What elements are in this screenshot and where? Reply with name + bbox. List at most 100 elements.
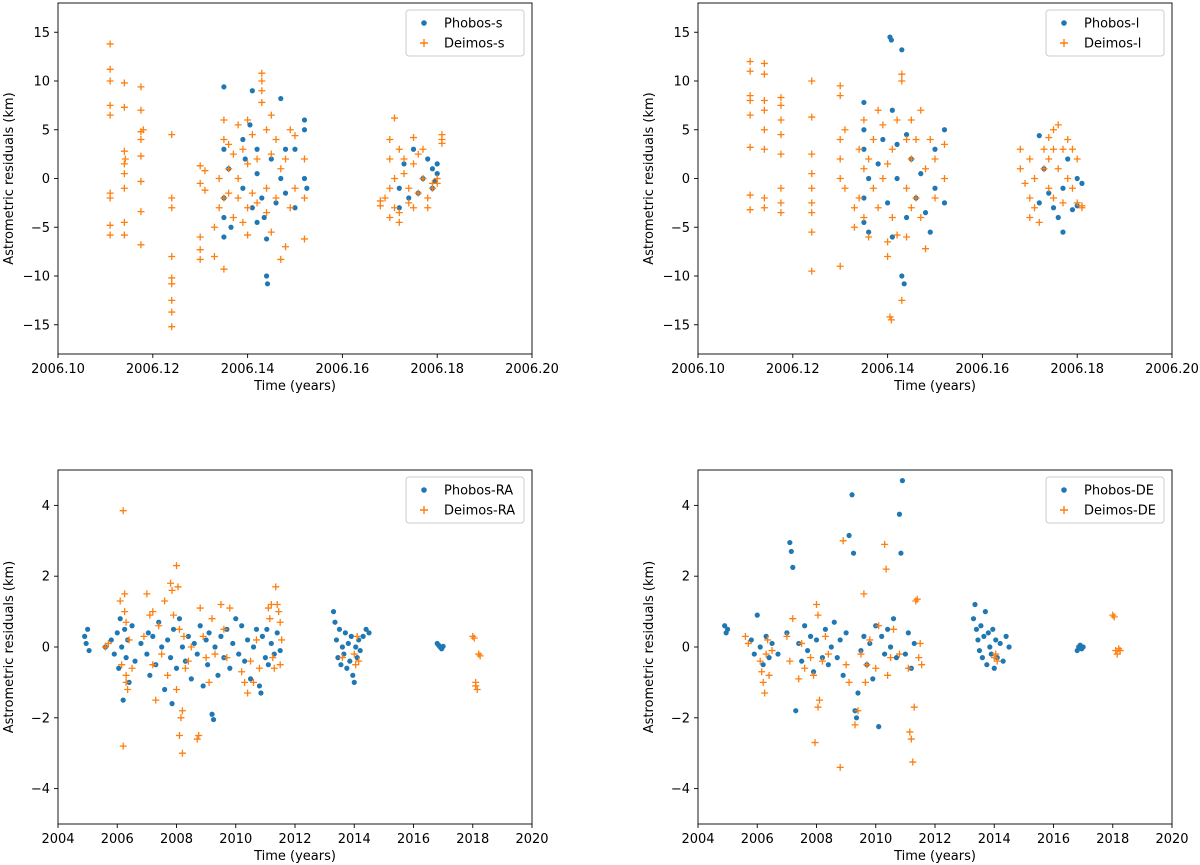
data-point <box>348 633 354 639</box>
data-point <box>196 233 204 241</box>
data-point <box>990 654 998 662</box>
data-point <box>807 654 815 662</box>
data-point <box>386 155 394 163</box>
data-point <box>410 134 417 142</box>
data-point <box>777 209 785 217</box>
legend-marker-plus <box>420 39 428 47</box>
data-point <box>810 669 817 675</box>
data-point <box>276 661 284 669</box>
data-point <box>805 647 811 654</box>
data-point <box>168 323 176 331</box>
data-point <box>1026 194 1034 202</box>
data-point <box>469 632 477 640</box>
data-point <box>1109 611 1117 619</box>
data-point <box>220 625 228 633</box>
data-point <box>187 643 195 651</box>
data-point <box>234 194 242 202</box>
data-point <box>414 189 422 197</box>
data-point <box>253 199 261 207</box>
x-tick-label: 2010 <box>219 832 252 847</box>
data-point <box>196 604 204 612</box>
data-point <box>808 77 816 85</box>
data-point <box>1059 145 1067 153</box>
series-phobos-s <box>221 84 440 287</box>
data-point <box>1006 644 1012 650</box>
data-point <box>744 639 752 647</box>
data-point <box>898 77 906 85</box>
data-point <box>220 136 228 143</box>
data-point <box>167 579 175 587</box>
data-point <box>282 146 289 152</box>
chart-panel-1: 2006.10 2006.12 2006.14 2006.16 2006.18 2006.… <box>2 2 559 394</box>
data-point <box>789 615 797 623</box>
data-point <box>853 715 860 721</box>
data-point <box>775 651 781 657</box>
data-point <box>808 209 816 217</box>
y-tick-label: −5 <box>671 221 690 236</box>
data-point <box>301 175 308 182</box>
data-point <box>239 623 245 629</box>
data-point <box>725 626 731 632</box>
data-point <box>201 167 209 175</box>
data-point <box>808 150 816 158</box>
data-point <box>121 155 129 163</box>
data-point <box>760 126 768 134</box>
data-point <box>882 651 888 657</box>
data-point <box>1116 647 1124 655</box>
data-point <box>932 146 938 152</box>
data-point <box>259 633 266 639</box>
data-point <box>845 678 853 686</box>
data-point <box>125 636 133 644</box>
data-point <box>1031 175 1039 182</box>
data-point <box>244 160 252 168</box>
data-point <box>128 664 136 672</box>
chart-panel-3: 2004 2006 2008 2010 2012 2014 2016 2018 2020 −4 −2… <box>2 469 549 864</box>
data-point <box>932 185 938 191</box>
data-point <box>754 612 760 618</box>
data-point <box>276 618 284 626</box>
data-point <box>366 630 372 636</box>
data-point <box>1026 214 1034 221</box>
data-point <box>472 682 480 690</box>
data-point <box>263 126 271 134</box>
x-tick-label: 2006.20 <box>505 362 559 377</box>
data-point <box>432 178 438 185</box>
data-point <box>159 644 165 650</box>
data-point <box>175 625 183 633</box>
data-point <box>137 152 145 160</box>
data-point <box>987 644 993 650</box>
data-point <box>249 205 255 211</box>
x-tick-label: 2020 <box>1155 832 1188 847</box>
data-point <box>137 177 145 185</box>
data-point <box>997 640 1003 647</box>
data-point <box>225 165 233 173</box>
data-point <box>277 647 283 654</box>
data-point <box>761 689 769 697</box>
data-point <box>1113 650 1121 658</box>
data-point <box>138 640 144 647</box>
data-point <box>865 155 873 163</box>
data-point <box>176 616 183 622</box>
x-tick-label: 2006.16 <box>956 362 1010 377</box>
data-point <box>264 604 272 612</box>
data-point <box>85 626 91 632</box>
legend-box <box>405 476 525 524</box>
data-point <box>122 618 130 626</box>
data-point <box>122 671 130 679</box>
data-point <box>861 219 867 225</box>
data-point <box>903 184 911 192</box>
x-axis-label: Time (years) <box>893 849 976 864</box>
data-point <box>978 623 984 629</box>
data-point <box>120 170 128 178</box>
data-point <box>1073 199 1081 207</box>
data-point <box>122 626 128 632</box>
data-point <box>244 204 252 212</box>
data-point <box>890 625 898 633</box>
x-tick-label: 2016 <box>1037 832 1070 847</box>
data-point <box>783 632 791 640</box>
y-tick-label: 15 <box>33 26 50 41</box>
data-point <box>137 208 145 216</box>
data-point <box>140 632 148 640</box>
y-tick-label: −5 <box>31 221 50 236</box>
